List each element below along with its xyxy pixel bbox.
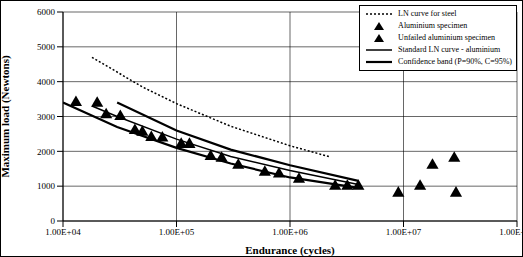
html-text:Standard LN curve - aluminium: Standard LN curve - aluminium: [398, 45, 501, 54]
svg-text:1000: 1000: [37, 181, 56, 191]
svg-text:1.00E+05: 1.00E+05: [159, 227, 195, 237]
svg-text:1.00E+08: 1.00E+08: [499, 227, 515, 237]
svg-text:5000: 5000: [37, 42, 56, 52]
html-text:Confidence band (P=90%, C=95%): Confidence band (P=90%, C=95%): [398, 57, 512, 66]
svg-text:3000: 3000: [37, 112, 56, 122]
svg-text:1.00E+07: 1.00E+07: [386, 227, 422, 237]
html-text:LN curve for steel: LN curve for steel: [398, 9, 457, 18]
svg-text:6000: 6000: [37, 7, 56, 17]
svg-text:4000: 4000: [37, 77, 56, 87]
svg-text:Endurance (cycles): Endurance (cycles): [245, 244, 335, 256]
svg-text:1.00E+06: 1.00E+06: [272, 227, 308, 237]
svg-text:Maximum load (Newtons): Maximum load (Newtons): [8, 55, 12, 178]
svg-text:2000: 2000: [37, 147, 56, 157]
html-text:Aluminium specimen: Aluminium specimen: [398, 21, 468, 30]
html-text:Unfailed aluminium specimen: Unfailed aluminium specimen: [398, 33, 495, 42]
svg-text:0: 0: [51, 216, 56, 226]
svg-text:1.00E+04: 1.00E+04: [45, 227, 81, 237]
